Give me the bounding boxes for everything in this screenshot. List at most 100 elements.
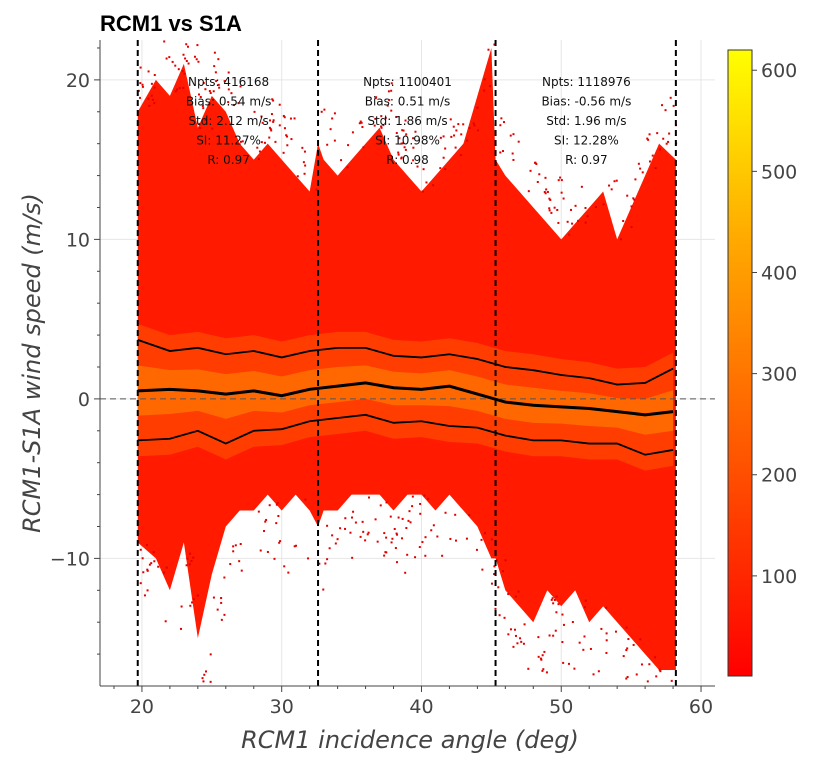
outlier-point (454, 513, 457, 516)
outlier-point (187, 62, 190, 65)
x-tick-label: 30 (270, 696, 294, 718)
outlier-point (614, 630, 617, 633)
outlier-point (411, 495, 414, 498)
outlier-point (395, 532, 398, 535)
outlier-point (199, 95, 202, 98)
outlier-point (359, 120, 362, 123)
outlier-point (201, 677, 204, 680)
outlier-point (646, 137, 649, 140)
outlier-point (460, 133, 463, 136)
outlier-point (560, 179, 563, 182)
outlier-point (498, 614, 501, 617)
outlier-point (188, 563, 191, 566)
outlier-point (152, 551, 155, 554)
outlier-point (529, 169, 532, 172)
outlier-point (582, 648, 585, 651)
outlier-point (220, 597, 223, 600)
outlier-point (636, 686, 638, 688)
outlier-point (537, 636, 540, 639)
outlier-point (263, 141, 266, 144)
outlier-point (494, 607, 497, 610)
outlier-point (387, 90, 390, 93)
outlier-point (641, 171, 644, 174)
colorbar-tick-label: 200 (761, 465, 797, 487)
outlier-point (441, 554, 444, 557)
outlier-point (270, 113, 273, 116)
outlier-point (293, 117, 296, 120)
data-layer (137, 40, 678, 725)
outlier-point (220, 618, 223, 621)
outlier-point (390, 541, 393, 544)
outlier-point (562, 197, 565, 200)
outlier-point (626, 194, 629, 197)
outlier-point (477, 129, 480, 132)
outlier-point (569, 208, 572, 211)
outlier-point (583, 635, 586, 638)
outlier-point (234, 544, 237, 547)
outlier-point (659, 148, 662, 151)
outlier-point (263, 530, 266, 533)
outlier-point (483, 532, 486, 535)
outlier-point (318, 562, 321, 565)
outlier-point (419, 502, 422, 505)
outlier-point (362, 146, 365, 149)
median-line (137, 381, 674, 417)
outlier-point (408, 510, 411, 513)
outlier-point (209, 653, 212, 656)
outlier-point (496, 559, 499, 562)
outlier-point (394, 547, 397, 550)
outlier-point (165, 57, 168, 60)
outlier-point (648, 160, 651, 163)
outlier-point (204, 88, 207, 91)
outlier-point (216, 608, 219, 611)
outlier-point (196, 594, 199, 597)
outlier-point (555, 595, 558, 598)
upper-line (137, 339, 674, 386)
outlier-point (359, 535, 362, 538)
outlier-point (232, 545, 235, 548)
outlier-point (141, 85, 144, 88)
outlier-point (654, 656, 657, 659)
outlier-point (279, 540, 282, 543)
outlier-point (383, 554, 386, 557)
outlier-point (540, 658, 543, 661)
outlier-point (550, 211, 553, 214)
outlier-point (232, 104, 235, 107)
outlier-point (632, 643, 635, 646)
outlier-point (386, 104, 389, 107)
outlier-point (201, 700, 203, 702)
outlier-point (444, 511, 447, 514)
outlier-point (266, 550, 269, 553)
outlier-point (380, 125, 383, 128)
outlier-point (261, 121, 264, 124)
outlier-point (204, 693, 206, 695)
outlier-point (272, 119, 275, 122)
outlier-point (412, 146, 415, 149)
outlier-point (275, 503, 278, 506)
outlier-point (214, 71, 217, 74)
outlier-point (553, 598, 556, 601)
outlier-point (253, 110, 256, 113)
outlier-point (500, 117, 503, 120)
outlier-point (670, 723, 672, 725)
outlier-point (499, 124, 502, 127)
outlier-point (184, 57, 187, 60)
outlier-point (594, 206, 597, 209)
outlier-point (658, 713, 660, 715)
outlier-point (504, 559, 507, 562)
outlier-point (459, 154, 462, 157)
outlier-point (546, 190, 549, 193)
outlier-point (393, 527, 396, 530)
outlier-point (189, 552, 192, 555)
outlier-point (397, 151, 400, 154)
outlier-point (625, 649, 628, 652)
outlier-point (177, 68, 180, 71)
outlier-point (385, 501, 388, 504)
outlier-point (449, 118, 452, 121)
outlier-point (380, 126, 383, 129)
outlier-point (640, 663, 643, 666)
outlier-point (223, 80, 226, 83)
outlier-point (620, 238, 623, 241)
outlier-point (555, 611, 558, 614)
outlier-point (277, 514, 280, 517)
